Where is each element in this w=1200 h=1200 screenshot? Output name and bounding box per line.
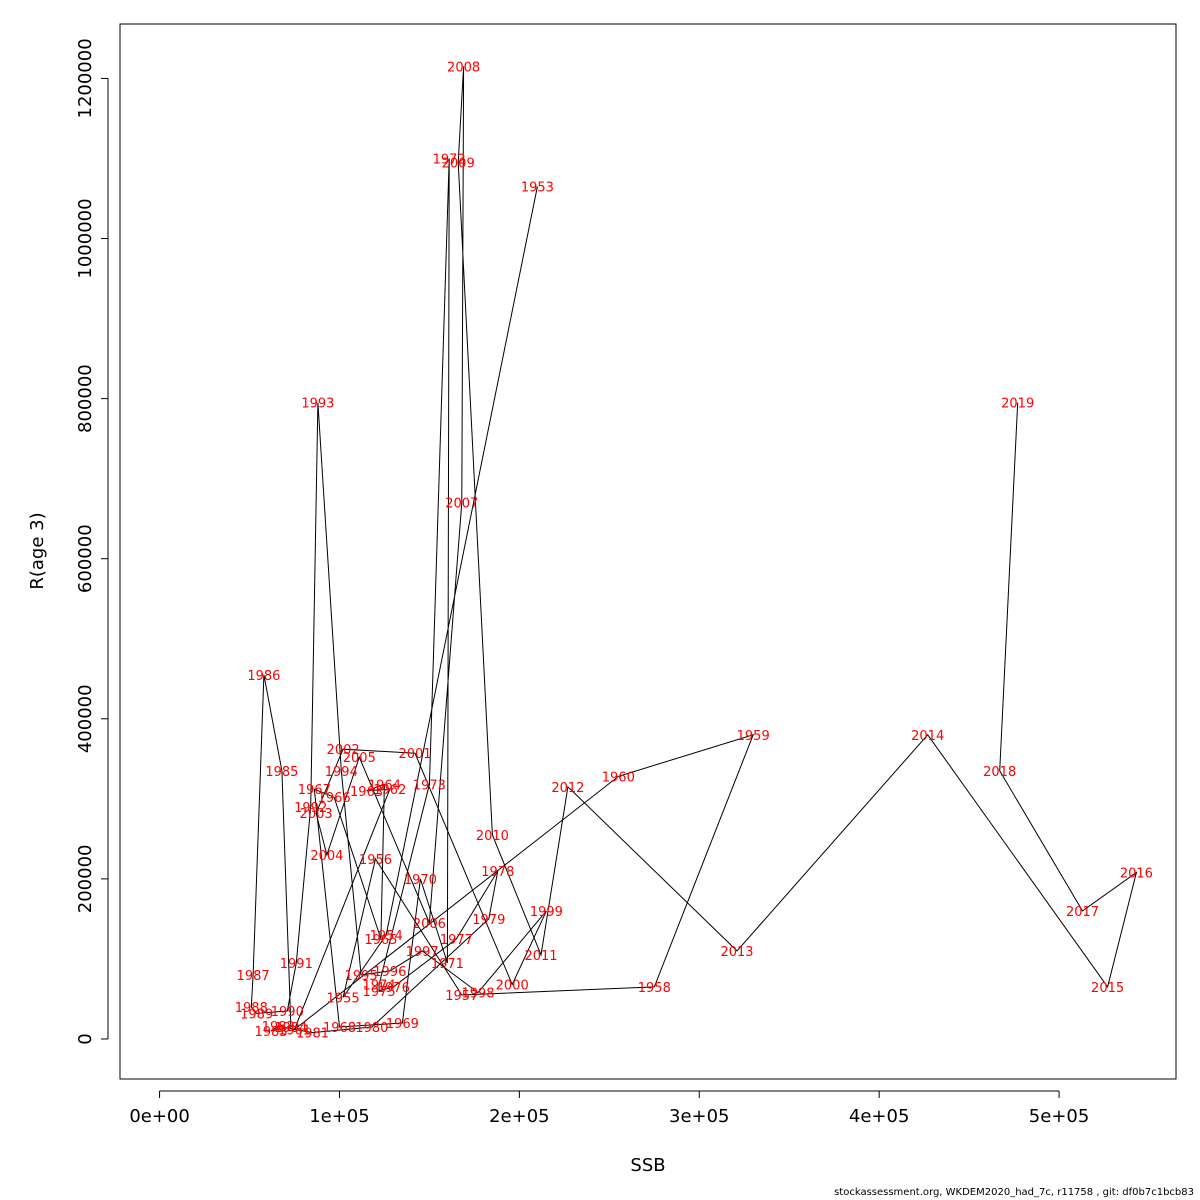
point-label-1953: 1953 [521,181,554,196]
series-line [250,66,1138,1034]
point-label-2005: 2005 [343,751,376,766]
point-label-2003: 2003 [300,807,333,822]
point-label-1984: 1984 [274,1021,307,1036]
x-axis-title: SSB [630,1155,665,1176]
point-label-2019: 2019 [1001,397,1034,412]
point-label-1976: 1976 [377,981,410,996]
point-label-1966: 1966 [318,791,351,806]
x-tick-label: 4e+05 [849,1106,910,1127]
y-tick-label: 400000 [75,684,96,753]
point-label-2010: 2010 [476,829,509,844]
point-label-2015: 2015 [1091,981,1124,996]
point-label-1955: 1955 [327,991,360,1006]
point-label-1956: 1956 [359,853,392,868]
plot-frame [119,23,1177,1080]
point-label-1967: 1967 [298,783,331,798]
point-label-2008: 2008 [447,60,480,75]
point-label-1978: 1978 [481,865,514,880]
point-label-1963: 1963 [350,785,383,800]
footer-caption: stockassessment.org, WKDEM2020_had_7c, r… [834,1187,1194,1198]
point-label-1980: 1980 [355,1021,388,1036]
point-label-1957: 1957 [445,989,478,1004]
y-tick-label: 1200000 [75,38,96,118]
point-label-1981: 1981 [296,1027,329,1042]
y-tick-label: 0 [75,1033,96,1044]
point-label-1993: 1993 [301,397,334,412]
point-label-1970: 1970 [404,873,437,888]
point-label-1968: 1968 [323,1021,356,1036]
point-label-2011: 2011 [524,949,557,964]
point-label-1986: 1986 [247,669,280,684]
point-label-1960: 1960 [602,770,635,785]
point-label-1994: 1994 [325,765,358,780]
point-label-2006: 2006 [413,917,446,932]
point-labels: 1953 1954 1955 1956 1957 1958 1959 1960 1961 1962… [235,60,1153,1041]
y-axis: 0 200000 400000 600000 800000 1000000 1200000 [75,38,109,1045]
point-label-1996: 1996 [373,965,406,980]
point-label-1961: 1961 [278,1023,311,1038]
point-label-1974: 1974 [363,979,396,994]
point-label-2004: 2004 [310,849,343,864]
point-label-2007: 2007 [445,497,478,512]
point-label-1987: 1987 [237,969,270,984]
point-label-2000: 2000 [496,979,529,994]
x-tick-label: 2e+05 [489,1106,550,1127]
point-label-2012: 2012 [551,781,584,796]
point-label-1999: 1999 [530,905,563,920]
point-label-1977: 1977 [440,933,473,948]
point-label-2014: 2014 [911,729,944,744]
point-label-2001: 2001 [398,747,431,762]
point-label-1997: 1997 [406,945,439,960]
point-label-2018: 2018 [983,765,1016,780]
point-label-1964: 1964 [368,778,401,793]
point-label-1982: 1982 [262,1020,295,1035]
point-label-1962: 1962 [373,783,406,798]
point-label-1958: 1958 [638,981,671,996]
point-label-1969: 1969 [386,1017,419,1032]
x-axis: 0e+00 1e+05 2e+05 3e+05 4e+05 5e+05 [129,1090,1090,1127]
x-tick-label: 3e+05 [669,1106,730,1127]
point-label-1992: 1992 [294,801,327,816]
point-label-1991: 1991 [280,957,313,972]
point-label-1985: 1985 [265,765,298,780]
point-label-1975: 1975 [363,985,396,1000]
point-label-2017: 2017 [1066,905,1099,920]
point-label-1995: 1995 [345,969,378,984]
x-tick-label: 5e+05 [1029,1106,1090,1127]
point-label-1965: 1965 [364,933,397,948]
point-label-1979: 1979 [472,913,505,928]
point-label-1954: 1954 [370,929,403,944]
y-tick-label: 1000000 [75,198,96,278]
point-label-1983: 1983 [255,1025,288,1040]
point-label-1973: 1973 [413,778,446,793]
y-axis-title: R(age 3) [27,512,48,589]
point-label-1988: 1988 [235,1001,268,1016]
point-label-2002: 2002 [327,743,360,758]
x-tick-label: 0e+00 [129,1106,190,1127]
point-label-1989: 1989 [240,1007,273,1022]
point-label-1990: 1990 [271,1005,304,1020]
y-tick-label: 800000 [75,364,96,433]
point-label-2016: 2016 [1120,867,1153,882]
x-tick-label: 1e+05 [309,1106,370,1127]
y-tick-label: 600000 [75,524,96,593]
point-label-1998: 1998 [461,987,494,1002]
point-label-2013: 2013 [720,945,753,960]
point-label-2009: 2009 [442,157,475,172]
point-label-1972: 1972 [433,153,466,168]
y-tick-label: 200000 [75,845,96,914]
point-label-1959: 1959 [737,729,770,744]
point-label-1971: 1971 [431,957,464,972]
